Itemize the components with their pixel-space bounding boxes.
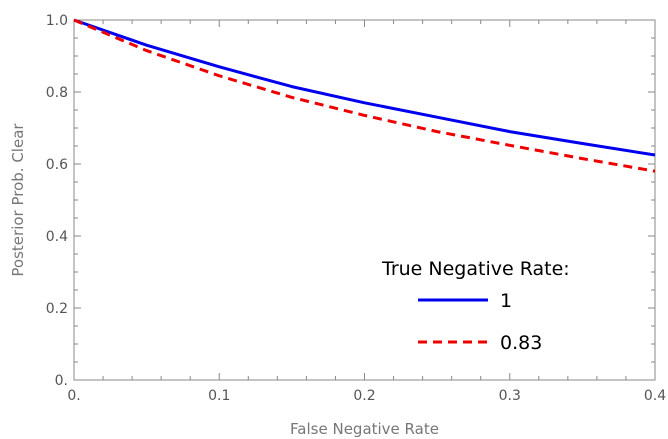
plot-frame bbox=[73, 19, 656, 381]
x-axis-title: False Negative Rate bbox=[290, 420, 439, 438]
tick-labels: 0. 0.1 0.2 0.3 0.4 0. 0.2 0.4 0.6 0.8 1.0 bbox=[46, 13, 666, 404]
legend-title: True Negative Rate: bbox=[381, 258, 570, 280]
legend-label-0-83: 0.83 bbox=[500, 332, 542, 354]
y-tick-label: 0.4 bbox=[46, 229, 68, 245]
y-axis-title: Posterior Prob. Clear bbox=[9, 123, 27, 277]
y-tick-label: 1.0 bbox=[46, 13, 68, 29]
y-tick-label: 0.2 bbox=[46, 301, 68, 317]
x-tick-label: 0.3 bbox=[499, 388, 521, 404]
x-tick-label: 0.2 bbox=[353, 388, 375, 404]
y-tick-label: 0.6 bbox=[46, 157, 68, 173]
y-tick-label: 0. bbox=[55, 373, 68, 389]
x-tick-label: 0. bbox=[67, 388, 80, 404]
x-tick-label: 0.4 bbox=[644, 388, 666, 404]
legend-label-1: 1 bbox=[500, 290, 512, 312]
y-tick-label: 0.8 bbox=[46, 85, 68, 101]
axis-ticks bbox=[73, 19, 656, 381]
legend-items: 10.83 bbox=[418, 290, 542, 354]
series-line-0-83 bbox=[73, 18, 656, 173]
plot-border bbox=[73, 19, 656, 381]
series-line-1 bbox=[73, 18, 656, 157]
x-tick-label: 0.1 bbox=[208, 388, 230, 404]
legend: True Negative Rate: 10.83 bbox=[381, 258, 570, 354]
series-lines bbox=[73, 18, 656, 173]
